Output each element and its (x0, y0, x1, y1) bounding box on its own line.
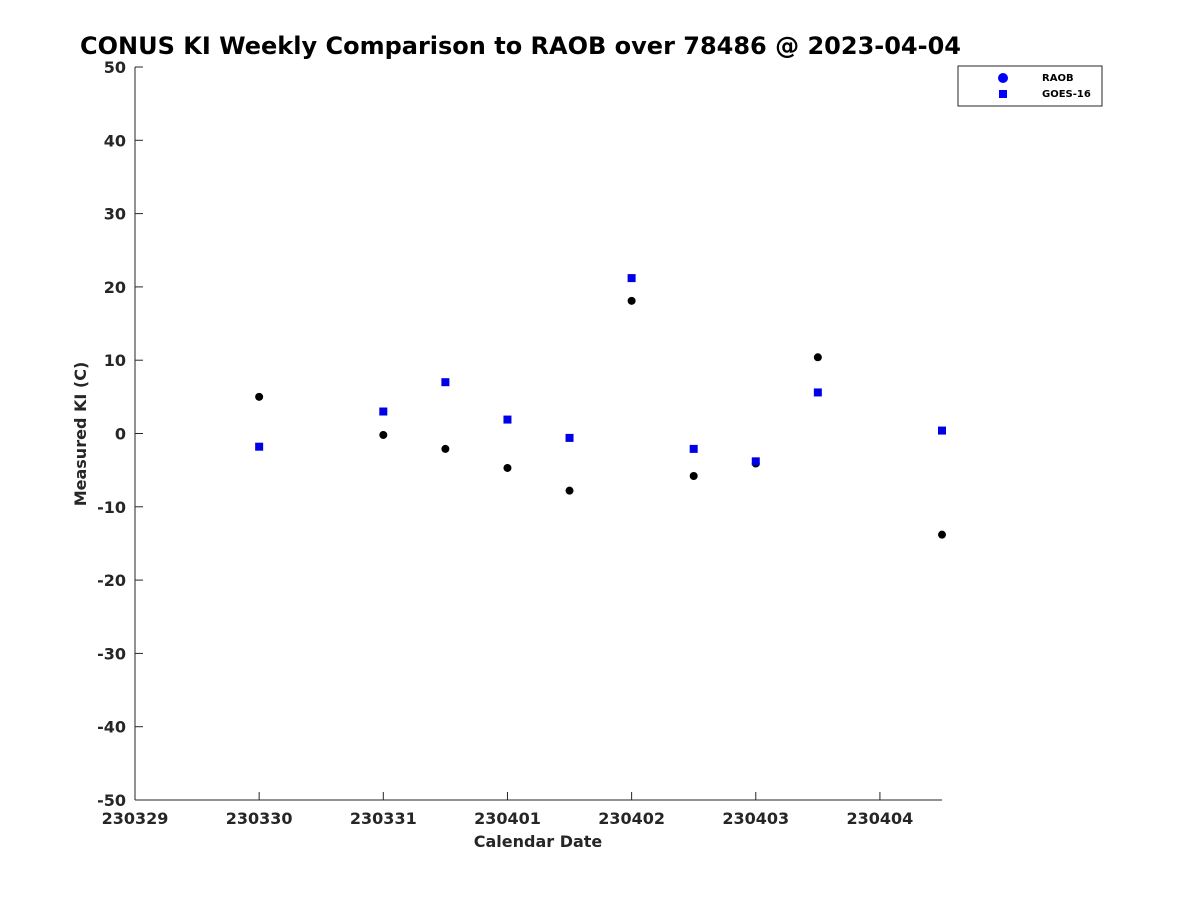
point-raob (565, 486, 574, 495)
y-tick-label: -10 (97, 498, 126, 517)
y-tick-label: 20 (104, 278, 126, 297)
x-axis-ticks: 230329 230330 230331 230401 230402 230403 2304… (102, 792, 914, 828)
point-raob (627, 296, 636, 305)
chart-title: CONUS KI Weekly Comparison to RAOB over … (80, 32, 961, 60)
point-goes16 (938, 426, 946, 435)
point-raob (689, 472, 698, 481)
point-goes16 (441, 378, 450, 387)
y-tick-label: 50 (104, 58, 126, 77)
x-axis-label: Calendar Date (474, 832, 603, 851)
point-raob (503, 463, 512, 472)
y-tick-label: -30 (97, 644, 126, 663)
point-goes16 (379, 407, 388, 416)
x-tick-label: 230331 (350, 809, 417, 828)
y-tick-label: -50 (97, 791, 126, 810)
point-goes16 (503, 415, 512, 424)
y-tick-label: -20 (97, 571, 126, 590)
x-tick-label: 230329 (102, 809, 169, 828)
data-points (255, 274, 946, 539)
legend-label-goes16: GOES-16 (1042, 89, 1091, 100)
point-raob (938, 530, 946, 539)
y-tick-label: 40 (104, 131, 126, 150)
y-axis-label: Measured KI (C) (71, 362, 90, 507)
point-goes16 (689, 444, 698, 453)
point-raob (813, 353, 822, 362)
y-tick-label: 0 (115, 425, 126, 444)
x-tick-label: 230330 (226, 809, 293, 828)
point-goes16 (255, 442, 264, 451)
x-tick-label: 230401 (474, 809, 541, 828)
legend-box (957, 65, 1103, 107)
y-tick-label: -40 (97, 718, 126, 737)
legend: RAOB GOES-16 (957, 65, 1103, 107)
point-goes16 (565, 433, 574, 442)
point-goes16 (751, 457, 760, 466)
legend-marker-raob-icon (998, 73, 1008, 83)
y-tick-label: 30 (104, 205, 126, 224)
point-raob (255, 392, 264, 401)
point-goes16 (627, 274, 636, 283)
x-tick-label: 230404 (847, 809, 914, 828)
y-tick-label: 10 (104, 351, 126, 370)
x-tick-label: 230403 (722, 809, 789, 828)
y-axis-ticks: 50 40 30 20 10 0 -10 -20 -30 -40 -50 (97, 58, 143, 810)
point-raob (441, 444, 450, 453)
x-tick-label: 230402 (598, 809, 665, 828)
legend-marker-goes16-icon (999, 90, 1007, 98)
point-raob (379, 430, 388, 439)
point-goes16 (813, 388, 822, 397)
legend-label-raob: RAOB (1042, 73, 1074, 84)
